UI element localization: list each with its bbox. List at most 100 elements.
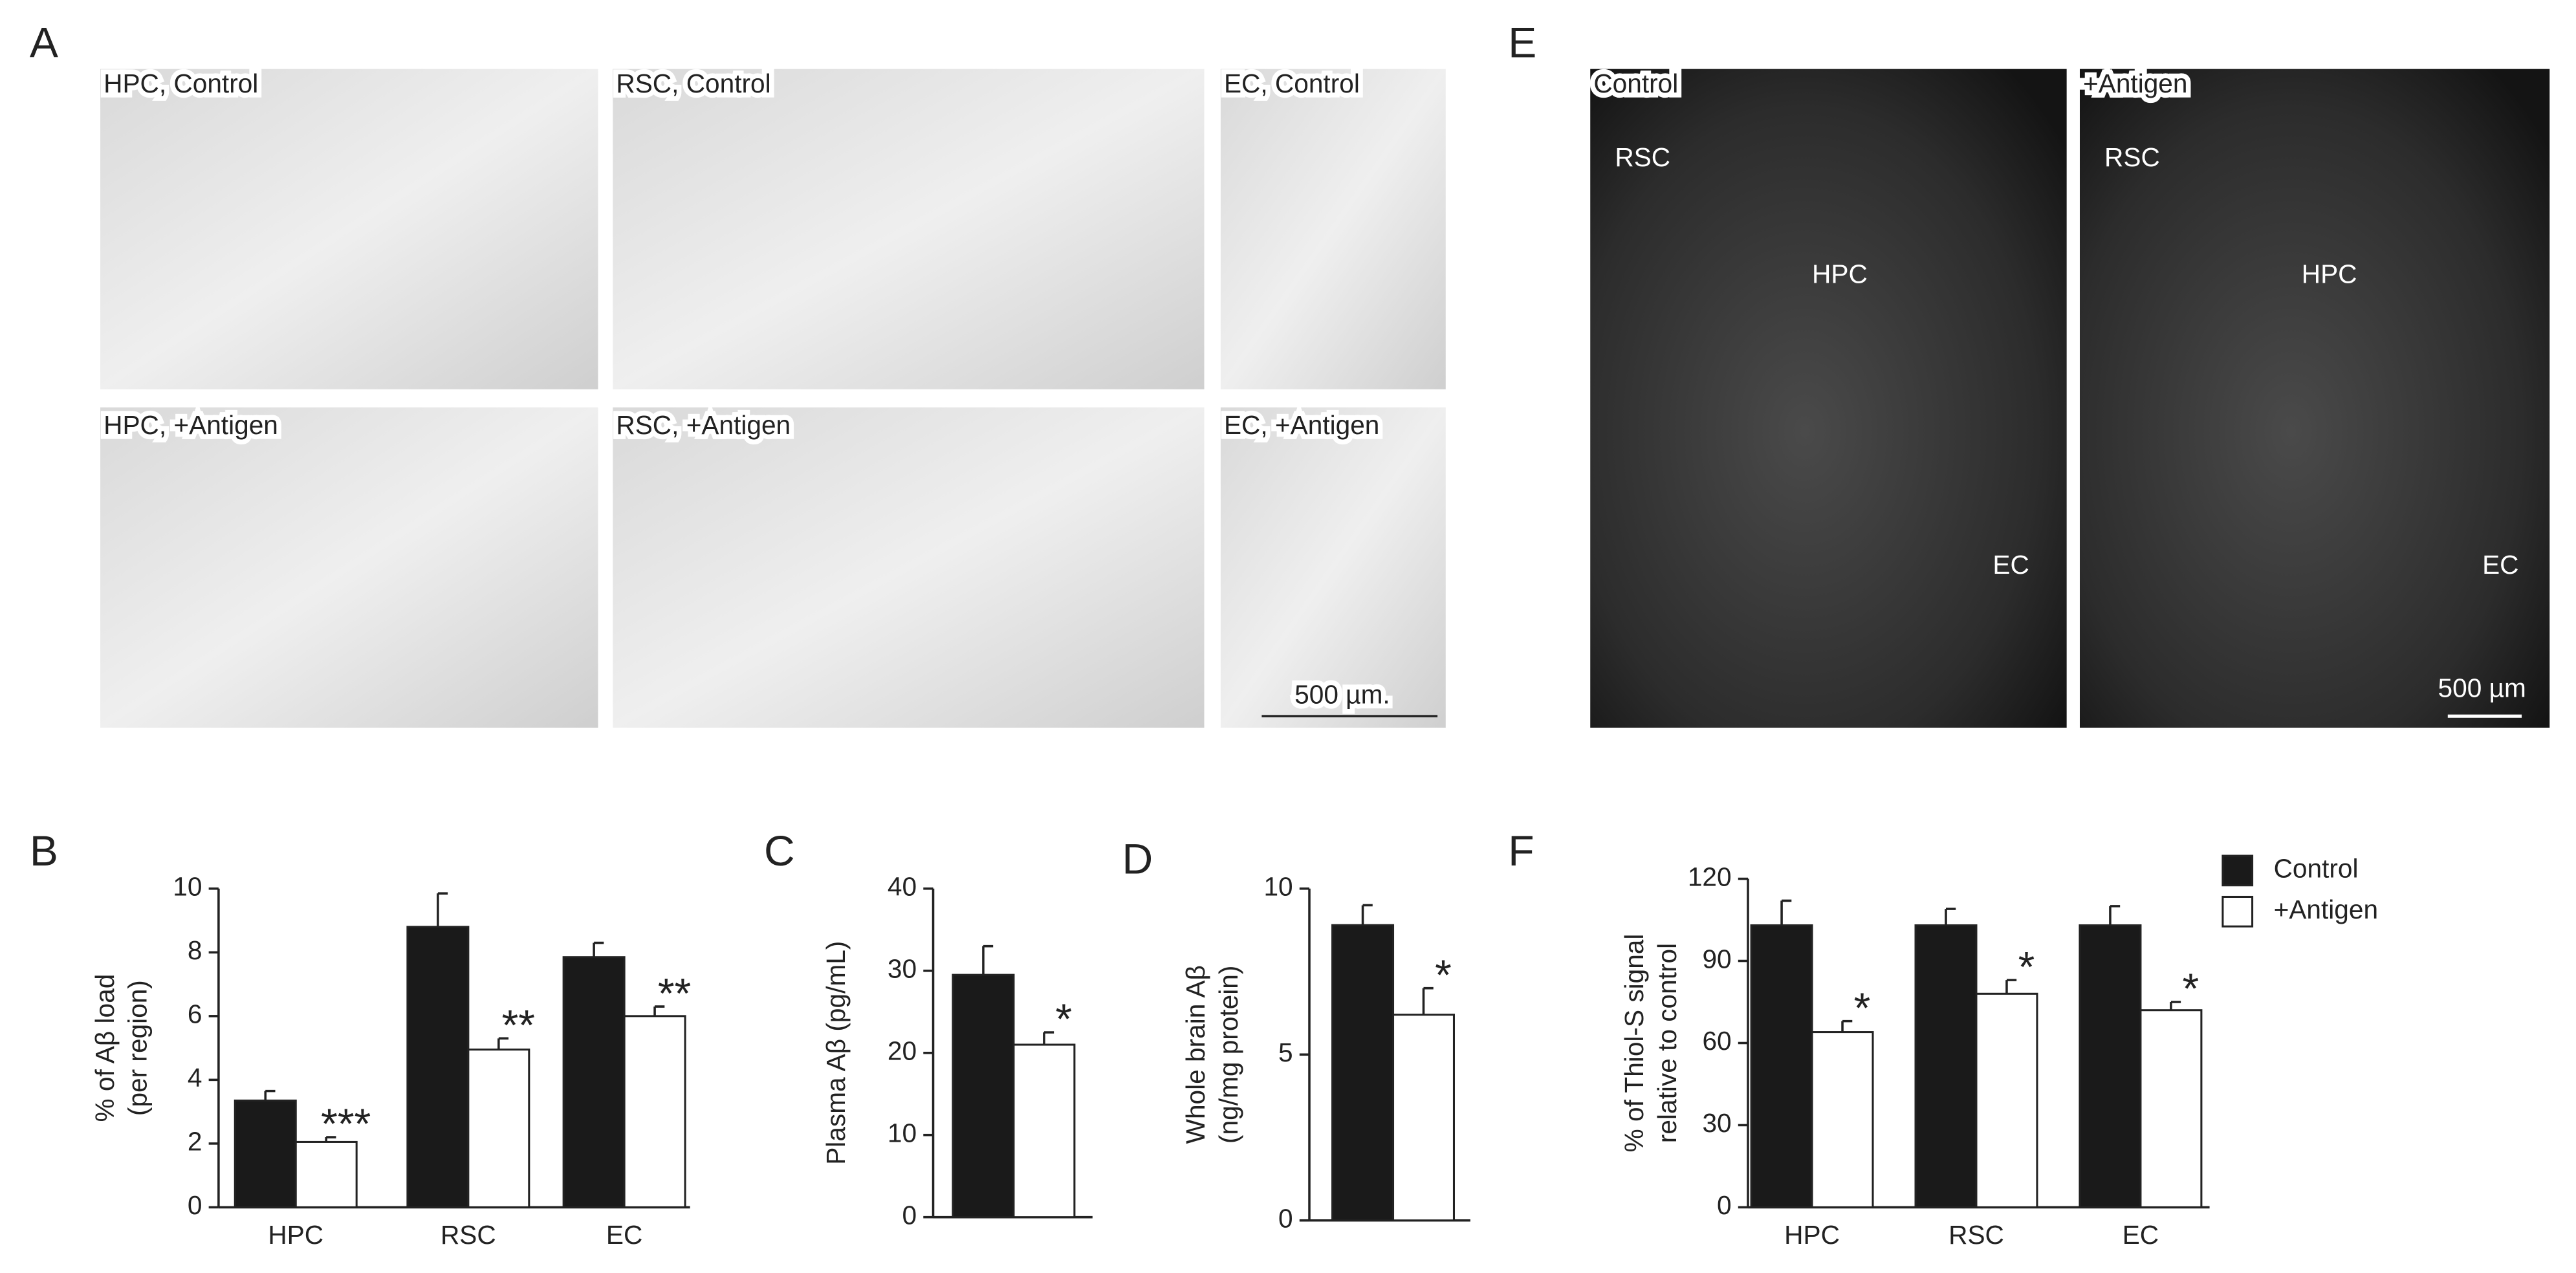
y-tick-label: 60 — [1702, 1026, 1731, 1056]
legend-label: Control — [2274, 854, 2359, 884]
legend-label: +Antigen — [2274, 895, 2378, 924]
significance: * — [2018, 942, 2035, 990]
significance: *** — [321, 1100, 371, 1148]
significance: * — [2183, 964, 2199, 1012]
error-bar — [982, 944, 994, 975]
x-tick-label: RSC — [1948, 1220, 2004, 1250]
y-tick-label: 20 — [888, 1036, 917, 1065]
y-axis-label: Whole brain Aβ — [1181, 965, 1210, 1144]
y-tick-label: 30 — [888, 953, 917, 983]
y-tick-label: 10 — [173, 872, 202, 902]
bar — [1392, 1014, 1455, 1222]
y-tick-label: 40 — [888, 872, 917, 902]
bar — [562, 956, 626, 1208]
micrograph — [100, 69, 598, 389]
error-bar — [1043, 1031, 1054, 1045]
image-label: +Antigen — [2083, 69, 2187, 98]
region-label: RSC — [2104, 142, 2160, 172]
bar — [234, 1099, 297, 1208]
bar — [1975, 992, 2038, 1208]
image-label: RSC, +Antigen — [616, 410, 791, 440]
bar — [294, 1140, 358, 1208]
significance: * — [1435, 951, 1452, 999]
panel-letter: F — [1508, 827, 1534, 875]
micrograph — [100, 407, 598, 728]
panel-letter: C — [764, 827, 795, 875]
panel-letter: A — [30, 19, 58, 67]
error-bar — [1841, 1019, 1853, 1032]
x-tick-label: EC — [2123, 1220, 2159, 1250]
y-tick-label: 2 — [188, 1127, 202, 1157]
y-tick-label: 120 — [1688, 862, 1732, 891]
image-label: HPC, Control — [104, 69, 258, 98]
y-axis-label: (ng/mg protein) — [1214, 966, 1243, 1144]
y-tick-label: 5 — [1278, 1038, 1293, 1067]
y-axis-label: Plasma Aβ (pg/mL) — [821, 941, 851, 1165]
bar — [406, 926, 470, 1208]
region-label: EC — [2482, 550, 2518, 580]
bar — [1914, 924, 1978, 1208]
micrograph — [613, 407, 1205, 728]
error-bar — [2005, 979, 2017, 994]
bar — [1012, 1043, 1076, 1219]
error-bar — [325, 1136, 336, 1142]
scale-bar-label: 500 µm — [2438, 673, 2526, 702]
y-tick-label: 0 — [1717, 1190, 1732, 1220]
panel-letter: D — [1122, 835, 1153, 883]
error-bar — [497, 1037, 509, 1050]
y-tick-label: 0 — [1278, 1203, 1293, 1233]
micrograph — [1590, 69, 2067, 728]
image-label: EC, +Antigen — [1224, 410, 1379, 440]
micrograph — [1220, 69, 1446, 389]
error-bar — [264, 1089, 276, 1101]
legend-swatch — [2221, 895, 2254, 928]
bar — [2139, 1009, 2203, 1208]
significance: * — [1056, 995, 1073, 1043]
x-tick-label: RSC — [441, 1220, 496, 1250]
panel-e-images — [1590, 69, 2550, 728]
micrograph — [613, 69, 1205, 389]
y-tick-label: 4 — [188, 1063, 202, 1093]
y-tick-label: 0 — [902, 1200, 917, 1230]
image-label: Control — [1593, 69, 1678, 98]
y-axis-label: (per region) — [123, 980, 153, 1116]
y-tick-label: 10 — [1263, 872, 1293, 902]
panel-a-images — [100, 69, 1446, 728]
panel-letter: E — [1508, 19, 1536, 67]
legend-swatch — [2221, 854, 2254, 887]
bar — [1331, 924, 1395, 1222]
region-label: HPC — [2302, 259, 2357, 288]
micrograph — [1220, 407, 1446, 728]
image-label: EC, Control — [1224, 69, 1360, 98]
bar — [1811, 1031, 1874, 1208]
error-bar — [593, 941, 604, 957]
bar — [1750, 924, 1813, 1208]
bar — [467, 1049, 530, 1208]
error-bar — [653, 1005, 665, 1016]
significance: * — [1854, 984, 1871, 1032]
image-label: RSC, Control — [616, 69, 770, 98]
x-tick-label: HPC — [268, 1220, 323, 1250]
y-tick-label: 10 — [888, 1118, 917, 1148]
image-label: HPC, +Antigen — [104, 410, 278, 440]
region-label: HPC — [1812, 259, 1868, 288]
y-tick-label: 8 — [188, 935, 202, 965]
significance: ** — [658, 969, 691, 1017]
y-tick-label: 6 — [188, 999, 202, 1029]
error-bar — [437, 892, 448, 927]
x-tick-label: EC — [606, 1220, 642, 1250]
bar — [623, 1015, 686, 1208]
error-bar — [1422, 986, 1434, 1015]
bar — [952, 974, 1015, 1219]
region-label: EC — [1992, 550, 2029, 580]
error-bar — [1780, 899, 1792, 926]
panel-letter: B — [30, 827, 58, 875]
significance: ** — [502, 1001, 535, 1049]
y-tick-label: 90 — [1702, 944, 1731, 974]
x-tick-label: HPC — [1784, 1220, 1840, 1250]
error-bar — [2109, 905, 2121, 926]
y-axis-label: relative to control — [1652, 943, 1682, 1143]
y-axis-label: % of Aβ load — [90, 974, 120, 1122]
